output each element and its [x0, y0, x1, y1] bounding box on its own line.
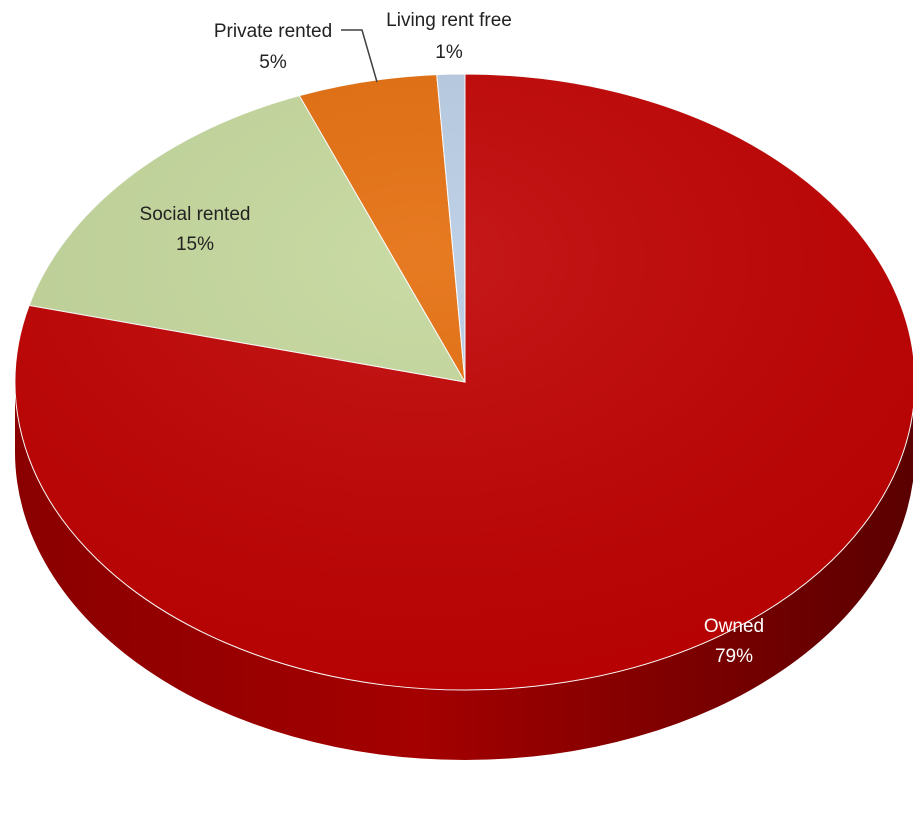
label-owned: Owned	[704, 616, 764, 637]
value-label-private-rented: 5%	[259, 52, 287, 73]
value-label-social-rented: 15%	[176, 234, 214, 255]
label-private-rented: Private rented	[214, 21, 332, 42]
value-label-living-rent-free: 1%	[435, 42, 463, 63]
value-label-owned: 79%	[715, 646, 753, 667]
label-living-rent-free: Living rent free	[386, 10, 512, 31]
label-social-rented: Social rented	[140, 204, 251, 225]
leader-line-living-rent-free	[360, 33, 374, 80]
leader-line-private-rented	[341, 29, 378, 83]
